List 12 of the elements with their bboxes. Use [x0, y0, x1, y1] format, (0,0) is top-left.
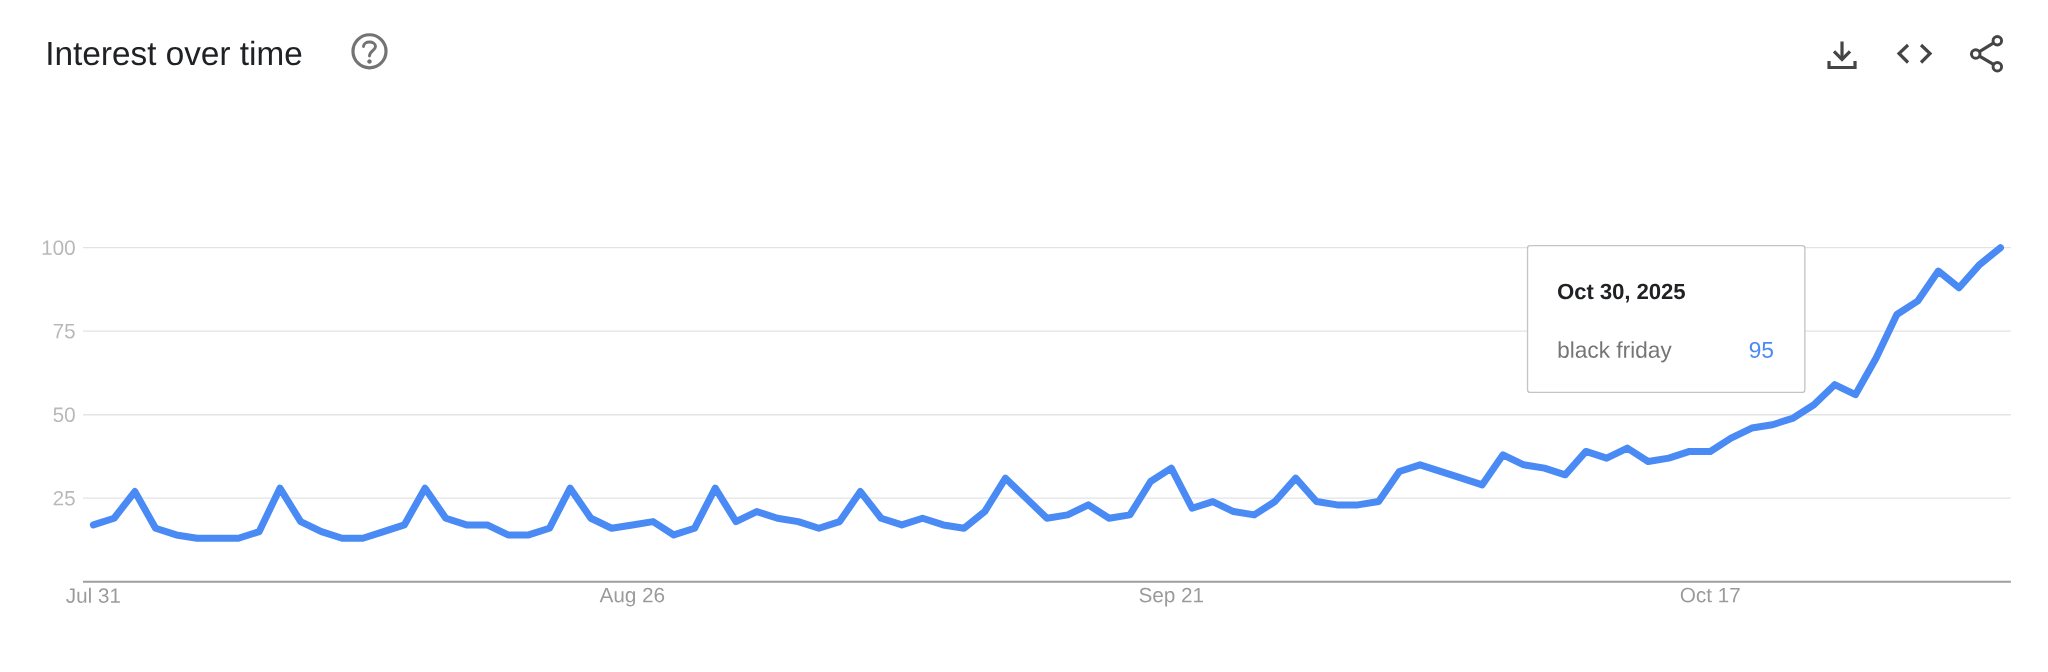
x-tick-label: Aug 26	[599, 587, 665, 607]
x-tick-label: Oct 17	[1680, 587, 1740, 603]
chart-title: Interest over time	[48, 40, 302, 66]
annotation: Oct 30, 2025	[1558, 283, 1685, 303]
annotation: 95	[1749, 341, 1773, 358]
y-tick-label: 50	[53, 407, 75, 423]
y-tick-label: 25	[53, 490, 75, 506]
annotation: black friday	[1558, 341, 1672, 363]
x-tick-label: Jul 31	[66, 587, 120, 603]
x-tick-label: Sep 21	[1139, 587, 1204, 607]
y-tick-label: 100	[42, 240, 75, 256]
y-tick-label: 75	[53, 324, 75, 339]
